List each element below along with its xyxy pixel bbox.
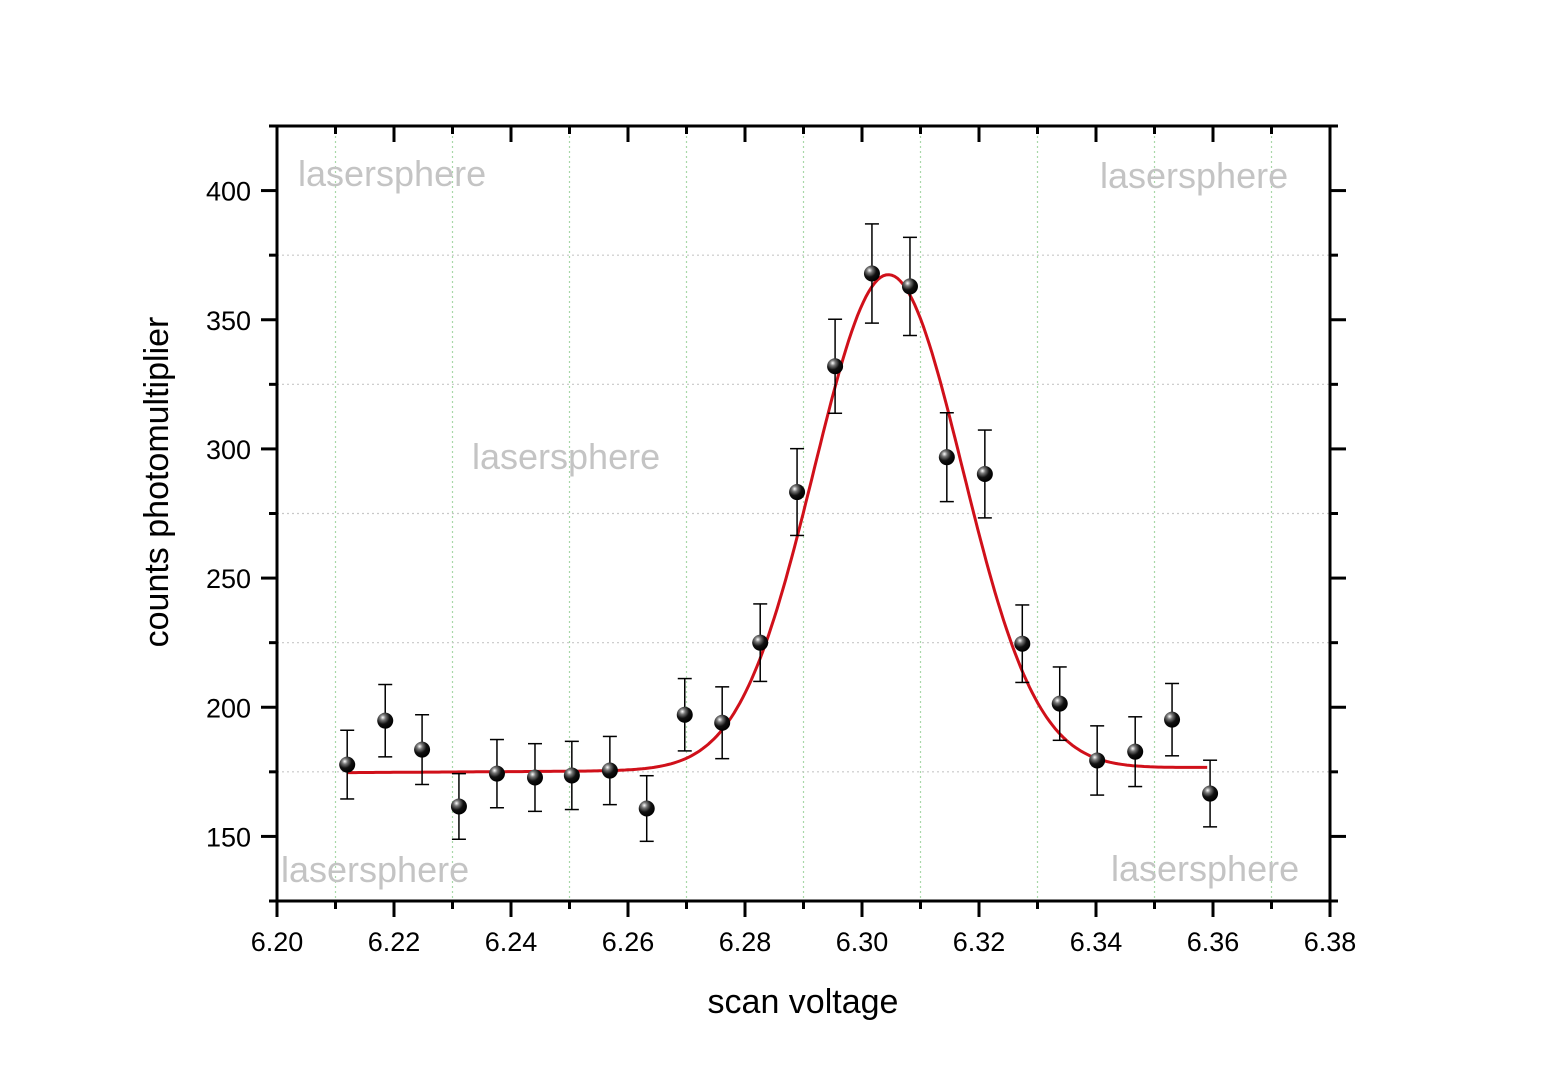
x-tick-label: 6.26 bbox=[602, 927, 655, 957]
data-marker bbox=[901, 278, 918, 295]
data-point bbox=[450, 772, 467, 841]
data-marker bbox=[1202, 785, 1219, 802]
watermark-top-right: lasersphere bbox=[1100, 155, 1288, 196]
x-tick-label: 6.20 bbox=[251, 927, 304, 957]
data-point bbox=[638, 774, 655, 843]
data-marker bbox=[638, 800, 655, 817]
x-tick-label: 6.34 bbox=[1070, 927, 1123, 957]
data-point bbox=[676, 677, 693, 752]
data-marker bbox=[1014, 635, 1031, 652]
data-points bbox=[339, 223, 1219, 843]
watermarks: lasersphere lasersphere lasersphere lase… bbox=[281, 153, 1299, 890]
y-tick-labels: 150 200 250 300 350 400 bbox=[206, 177, 251, 853]
data-point bbox=[526, 742, 543, 813]
x-tick-label: 6.24 bbox=[485, 927, 538, 957]
x-tick-label: 6.38 bbox=[1304, 927, 1357, 957]
data-marker bbox=[377, 712, 394, 729]
data-point bbox=[1164, 682, 1181, 757]
data-marker bbox=[1127, 743, 1144, 760]
y-tick-label: 300 bbox=[206, 435, 251, 465]
y-tick-label: 200 bbox=[206, 693, 251, 723]
y-tick-label: 350 bbox=[206, 306, 251, 336]
data-point bbox=[1127, 716, 1144, 788]
data-point bbox=[752, 603, 769, 683]
watermark-center: lasersphere bbox=[472, 436, 660, 477]
x-tick-label: 6.30 bbox=[836, 927, 889, 957]
watermark-top-left: lasersphere bbox=[298, 153, 486, 194]
data-marker bbox=[676, 706, 693, 723]
data-marker bbox=[1164, 711, 1181, 728]
watermark-bottom-right: lasersphere bbox=[1111, 848, 1299, 889]
data-marker bbox=[526, 769, 543, 786]
data-marker bbox=[450, 798, 467, 815]
data-point bbox=[714, 686, 731, 760]
data-point bbox=[938, 412, 955, 503]
data-point bbox=[976, 429, 993, 519]
data-point bbox=[1202, 759, 1219, 828]
data-point bbox=[377, 683, 394, 758]
data-marker bbox=[827, 358, 844, 375]
y-tick-label: 250 bbox=[206, 564, 251, 594]
data-marker bbox=[563, 767, 580, 784]
data-marker bbox=[863, 265, 880, 282]
data-point bbox=[414, 713, 431, 786]
x-tick-labels: 6.20 6.22 6.24 6.26 6.28 6.30 6.32 6.34 6.36 6.38 bbox=[251, 927, 1357, 957]
data-marker bbox=[339, 756, 356, 773]
data-marker bbox=[752, 634, 769, 651]
data-point bbox=[488, 738, 505, 809]
data-point bbox=[1089, 725, 1106, 796]
data-point bbox=[901, 236, 918, 337]
data-marker bbox=[488, 765, 505, 782]
watermark-bottom-left: lasersphere bbox=[281, 849, 469, 890]
x-tick-label: 6.36 bbox=[1187, 927, 1240, 957]
data-marker bbox=[714, 714, 731, 731]
data-marker bbox=[976, 465, 993, 482]
data-point bbox=[1014, 604, 1031, 684]
fit-curve bbox=[347, 273, 1208, 775]
y-tick-label: 400 bbox=[206, 177, 251, 207]
plot-frame bbox=[275, 124, 1332, 903]
data-marker bbox=[414, 741, 431, 758]
y-tick-label: 150 bbox=[206, 822, 251, 852]
data-marker bbox=[601, 762, 618, 779]
x-axis-title: scan voltage bbox=[708, 983, 899, 1021]
y-axis-title: counts photomultiplier bbox=[138, 317, 176, 648]
x-tick-label: 6.32 bbox=[953, 927, 1006, 957]
data-marker bbox=[938, 449, 955, 466]
data-marker bbox=[789, 484, 806, 501]
data-marker bbox=[1051, 695, 1068, 712]
data-point bbox=[789, 447, 806, 537]
data-point bbox=[601, 735, 618, 806]
data-marker bbox=[1089, 752, 1106, 769]
data-point bbox=[339, 729, 356, 800]
x-tick-label: 6.28 bbox=[719, 927, 772, 957]
data-point bbox=[827, 318, 844, 415]
x-tick-label: 6.22 bbox=[368, 927, 421, 957]
data-point bbox=[863, 223, 880, 324]
data-point bbox=[1051, 666, 1068, 742]
data-point bbox=[563, 740, 580, 811]
